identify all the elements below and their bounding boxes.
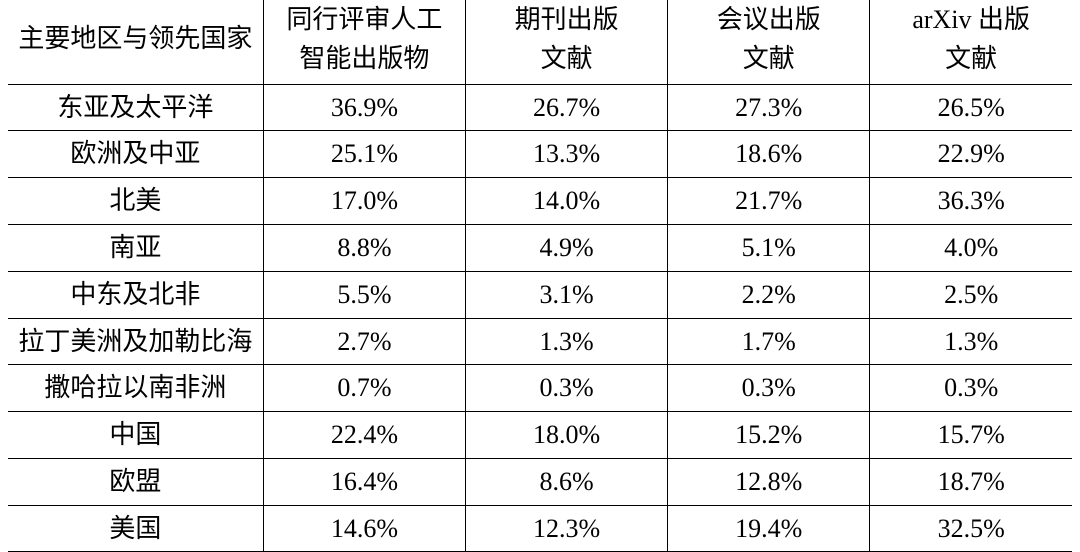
- table-body: 东亚及太平洋36.9%26.7%27.3%26.5%欧洲及中亚25.1%13.3…: [8, 84, 1072, 552]
- cell-peer: 0.7%: [263, 365, 465, 412]
- cell-journal: 14.0%: [466, 178, 668, 225]
- cell-conf: 27.3%: [668, 84, 870, 131]
- cell-arxiv: 2.5%: [870, 271, 1072, 318]
- cell-journal: 3.1%: [466, 271, 668, 318]
- cell-conf: 2.2%: [668, 271, 870, 318]
- table-row: 美国14.6%12.3%19.4%32.5%: [8, 505, 1072, 552]
- cell-region: 撒哈拉以南非洲: [8, 365, 263, 412]
- cell-arxiv: 4.0%: [870, 224, 1072, 271]
- cell-peer: 2.7%: [263, 318, 465, 365]
- col-header-conf-l2: 文献: [672, 39, 865, 78]
- cell-arxiv: 0.3%: [870, 365, 1072, 412]
- cell-arxiv: 22.9%: [870, 131, 1072, 178]
- col-header-arxiv-l1: arXiv 出版: [874, 0, 1068, 39]
- col-header-journal-l1: 期刊出版: [470, 0, 663, 39]
- cell-journal: 8.6%: [466, 458, 668, 505]
- cell-peer: 16.4%: [263, 458, 465, 505]
- col-header-conf-l1: 会议出版: [672, 0, 865, 39]
- cell-conf: 1.7%: [668, 318, 870, 365]
- table-row: 欧盟16.4%8.6%12.8%18.7%: [8, 458, 1072, 505]
- cell-conf: 19.4%: [668, 505, 870, 552]
- cell-peer: 36.9%: [263, 84, 465, 131]
- col-header-peer-l1: 同行评审人工: [268, 0, 461, 39]
- cell-peer: 17.0%: [263, 178, 465, 225]
- cell-journal: 1.3%: [466, 318, 668, 365]
- cell-conf: 0.3%: [668, 365, 870, 412]
- cell-region: 美国: [8, 505, 263, 552]
- table-row: 北美17.0%14.0%21.7%36.3%: [8, 178, 1072, 225]
- cell-journal: 26.7%: [466, 84, 668, 131]
- table-header: 主要地区与领先国家 同行评审人工 智能出版物 期刊出版 文献 会议出版 文献 a…: [8, 0, 1072, 84]
- table-row: 拉丁美洲及加勒比海2.7%1.3%1.7%1.3%: [8, 318, 1072, 365]
- table-row: 欧洲及中亚25.1%13.3%18.6%22.9%: [8, 131, 1072, 178]
- cell-conf: 12.8%: [668, 458, 870, 505]
- cell-peer: 22.4%: [263, 412, 465, 459]
- cell-conf: 5.1%: [668, 224, 870, 271]
- cell-journal: 4.9%: [466, 224, 668, 271]
- table-row: 东亚及太平洋36.9%26.7%27.3%26.5%: [8, 84, 1072, 131]
- cell-region: 北美: [8, 178, 263, 225]
- col-header-peer: 同行评审人工 智能出版物: [263, 0, 465, 84]
- cell-arxiv: 36.3%: [870, 178, 1072, 225]
- cell-conf: 21.7%: [668, 178, 870, 225]
- col-header-region-text: 主要地区与领先国家: [12, 19, 259, 58]
- cell-region: 中东及北非: [8, 271, 263, 318]
- col-header-journal-l2: 文献: [470, 39, 663, 78]
- cell-region: 欧洲及中亚: [8, 131, 263, 178]
- cell-journal: 13.3%: [466, 131, 668, 178]
- col-header-journal: 期刊出版 文献: [466, 0, 668, 84]
- table-row: 中国22.4%18.0%15.2%15.7%: [8, 412, 1072, 459]
- cell-region: 欧盟: [8, 458, 263, 505]
- cell-peer: 14.6%: [263, 505, 465, 552]
- cell-region: 东亚及太平洋: [8, 84, 263, 131]
- cell-arxiv: 32.5%: [870, 505, 1072, 552]
- col-header-region: 主要地区与领先国家: [8, 0, 263, 84]
- cell-peer: 8.8%: [263, 224, 465, 271]
- cell-journal: 0.3%: [466, 365, 668, 412]
- cell-region: 中国: [8, 412, 263, 459]
- col-header-arxiv-l2: 文献: [874, 39, 1068, 78]
- cell-conf: 18.6%: [668, 131, 870, 178]
- cell-arxiv: 26.5%: [870, 84, 1072, 131]
- table-row: 中东及北非5.5%3.1%2.2%2.5%: [8, 271, 1072, 318]
- publications-table: 主要地区与领先国家 同行评审人工 智能出版物 期刊出版 文献 会议出版 文献 a…: [8, 0, 1072, 552]
- cell-conf: 15.2%: [668, 412, 870, 459]
- cell-region: 拉丁美洲及加勒比海: [8, 318, 263, 365]
- table-header-row: 主要地区与领先国家 同行评审人工 智能出版物 期刊出版 文献 会议出版 文献 a…: [8, 0, 1072, 84]
- col-header-arxiv: arXiv 出版 文献: [870, 0, 1072, 84]
- cell-peer: 5.5%: [263, 271, 465, 318]
- cell-arxiv: 18.7%: [870, 458, 1072, 505]
- table-row: 南亚8.8%4.9%5.1%4.0%: [8, 224, 1072, 271]
- cell-journal: 18.0%: [466, 412, 668, 459]
- table-row: 撒哈拉以南非洲0.7%0.3%0.3%0.3%: [8, 365, 1072, 412]
- cell-arxiv: 1.3%: [870, 318, 1072, 365]
- cell-arxiv: 15.7%: [870, 412, 1072, 459]
- cell-region: 南亚: [8, 224, 263, 271]
- col-header-peer-l2: 智能出版物: [268, 39, 461, 78]
- cell-peer: 25.1%: [263, 131, 465, 178]
- col-header-conf: 会议出版 文献: [668, 0, 870, 84]
- cell-journal: 12.3%: [466, 505, 668, 552]
